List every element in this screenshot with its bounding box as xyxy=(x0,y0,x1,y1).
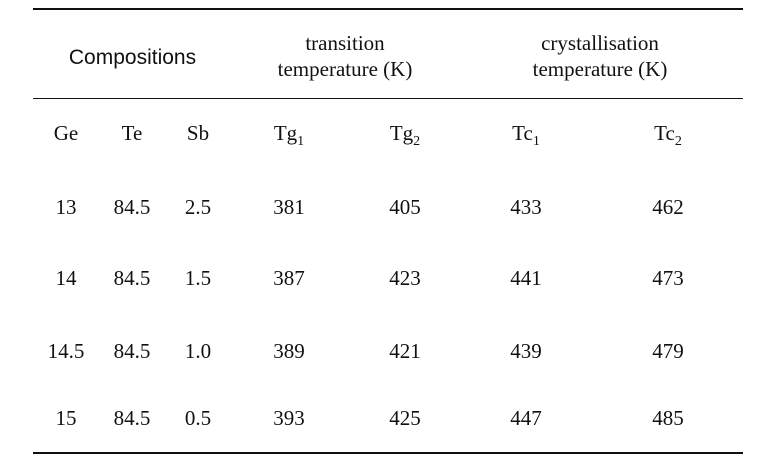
table-cell: 14 xyxy=(55,266,77,290)
column-header: Ge xyxy=(26,121,106,145)
header-transition-line2: temperature (K) xyxy=(277,57,413,81)
table-cell: 473 xyxy=(652,266,684,290)
table-cell: 84.5 xyxy=(113,266,151,290)
column-header-subscript: 1 xyxy=(297,134,305,149)
table-cell: 479 xyxy=(652,339,684,363)
table-cell: 387 xyxy=(273,266,305,290)
column-header: Tc2 xyxy=(628,121,708,149)
column-header-subscript: 1 xyxy=(532,134,540,149)
table-top-rule xyxy=(33,8,743,10)
header-crystallisation-line2: temperature (K) xyxy=(532,57,668,81)
table-cell: 441 xyxy=(510,266,542,290)
column-header-subscript: 2 xyxy=(413,134,421,149)
table-cell: 15 xyxy=(55,406,77,430)
table-cell: 447 xyxy=(510,406,542,430)
table-cell: 84.5 xyxy=(113,339,151,363)
header-crystallisation-temperature: crystallisation temperature (K) xyxy=(500,30,700,82)
table-cell: 2.5 xyxy=(184,195,212,219)
table-cell: 421 xyxy=(389,339,421,363)
table-cell: 485 xyxy=(652,406,684,430)
table-cell: 0.5 xyxy=(184,406,212,430)
table-cell: 423 xyxy=(389,266,421,290)
header-compositions: Compositions xyxy=(68,46,197,69)
table-bottom-rule xyxy=(33,452,743,454)
table-cell: 462 xyxy=(652,195,684,219)
table-cell: 13 xyxy=(55,195,77,219)
header-crystallisation-line1: crystallisation xyxy=(541,31,659,55)
table-cell: 405 xyxy=(389,195,421,219)
column-header: Sb xyxy=(158,121,238,145)
table-header-rule xyxy=(33,98,743,99)
column-header: Tc1 xyxy=(486,121,566,149)
column-header-label: Te xyxy=(121,121,143,145)
column-header-label: Tg xyxy=(389,121,414,145)
column-header: Tg2 xyxy=(365,121,445,149)
table-cell: 393 xyxy=(273,406,305,430)
table-cell: 14.5 xyxy=(47,339,85,363)
table-cell: 425 xyxy=(389,406,421,430)
column-header: Tg1 xyxy=(249,121,329,149)
column-header: Te xyxy=(92,121,172,145)
table-cell: 1.5 xyxy=(184,266,212,290)
table-cell: 433 xyxy=(510,195,542,219)
table-cell: 381 xyxy=(273,195,305,219)
column-header-label: Sb xyxy=(186,121,210,145)
column-header-label: Tg xyxy=(273,121,298,145)
table-cell: 439 xyxy=(510,339,542,363)
column-header-label: Tc xyxy=(654,121,675,145)
header-transition-line1: transition xyxy=(305,31,385,55)
header-transition-temperature: transition temperature (K) xyxy=(245,30,445,82)
table-cell: 389 xyxy=(273,339,305,363)
column-header-label: Ge xyxy=(53,121,79,145)
column-header-label: Tc xyxy=(512,121,533,145)
table-cell: 1.0 xyxy=(184,339,212,363)
column-header-subscript: 2 xyxy=(674,134,682,149)
table-cell: 84.5 xyxy=(113,195,151,219)
table-cell: 84.5 xyxy=(113,406,151,430)
